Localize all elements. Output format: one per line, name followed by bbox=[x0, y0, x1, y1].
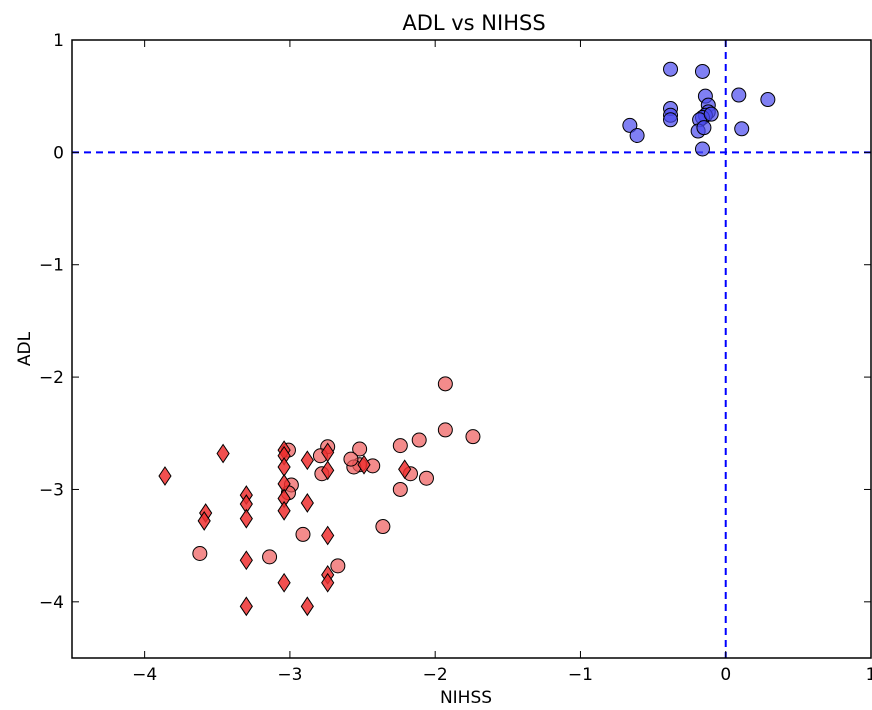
reference-lines bbox=[72, 40, 871, 658]
diamond-marker bbox=[277, 572, 291, 593]
y-tick-label: −4 bbox=[39, 593, 64, 613]
circle-marker bbox=[731, 87, 747, 103]
circle-marker bbox=[343, 451, 359, 467]
plot-area bbox=[71, 39, 872, 659]
circle-marker bbox=[411, 432, 427, 448]
diamond-marker bbox=[277, 500, 291, 521]
circle-marker bbox=[262, 549, 278, 565]
diamond-marker bbox=[398, 459, 412, 480]
y-axis-ticks: 1 0 −1 −2 −3 −4 bbox=[39, 31, 871, 613]
circle-marker bbox=[703, 106, 719, 122]
circle-marker bbox=[622, 117, 638, 133]
x-axis-ticks: −4 −3 −2 −1 0 1 bbox=[132, 40, 872, 685]
circle-marker bbox=[418, 470, 434, 486]
diamond-marker bbox=[197, 511, 211, 531]
circle-marker bbox=[663, 61, 679, 77]
circle-marker bbox=[192, 546, 208, 562]
series-3-diamond-markers bbox=[158, 440, 412, 617]
plot-border bbox=[71, 39, 872, 659]
x-tick-label: −2 bbox=[423, 665, 448, 685]
circle-marker bbox=[734, 121, 750, 137]
x-tick-label: −4 bbox=[132, 665, 157, 685]
diamond-marker bbox=[321, 460, 335, 481]
y-axis-title: ADL bbox=[15, 331, 35, 366]
diamond-marker bbox=[239, 550, 253, 571]
circle-marker bbox=[330, 558, 346, 574]
circle-marker bbox=[696, 120, 712, 136]
circle-marker bbox=[694, 141, 710, 157]
diamond-marker bbox=[357, 454, 371, 475]
plot-frame bbox=[72, 40, 871, 658]
chart-title: ADL vs NIHSS bbox=[402, 11, 545, 35]
circle-marker bbox=[295, 526, 311, 542]
series-1-circle-markers bbox=[622, 61, 776, 157]
circle-marker bbox=[437, 422, 453, 438]
circle-marker bbox=[663, 112, 679, 128]
circle-marker bbox=[465, 429, 481, 445]
circle-marker bbox=[375, 519, 391, 535]
y-tick-label: 0 bbox=[53, 143, 64, 163]
circle-marker bbox=[392, 438, 408, 454]
diamond-marker bbox=[300, 493, 314, 513]
diamond-marker bbox=[239, 596, 253, 617]
y-tick-label: 1 bbox=[53, 31, 64, 51]
x-tick-label: −3 bbox=[277, 665, 302, 685]
diamond-marker bbox=[321, 572, 335, 593]
circle-marker bbox=[760, 92, 776, 108]
y-tick-label: −3 bbox=[39, 480, 64, 500]
y-tick-label: −1 bbox=[39, 256, 64, 276]
circle-marker bbox=[629, 128, 645, 144]
x-tick-label: 0 bbox=[720, 665, 731, 685]
data-points bbox=[158, 61, 776, 617]
diamond-marker bbox=[239, 508, 253, 529]
diamond-marker bbox=[216, 443, 230, 464]
x-axis-title: NIHSS bbox=[440, 688, 492, 708]
circle-marker bbox=[694, 63, 710, 79]
diamond-marker bbox=[158, 466, 172, 486]
x-tick-label: −1 bbox=[568, 665, 593, 685]
circle-marker bbox=[352, 441, 368, 457]
x-tick-label: 1 bbox=[866, 665, 872, 685]
diamond-marker bbox=[321, 525, 335, 546]
y-tick-label: −2 bbox=[39, 368, 64, 388]
circle-marker bbox=[392, 481, 408, 497]
diamond-marker bbox=[300, 450, 314, 471]
diamond-marker bbox=[300, 596, 314, 617]
circle-marker bbox=[437, 376, 453, 392]
